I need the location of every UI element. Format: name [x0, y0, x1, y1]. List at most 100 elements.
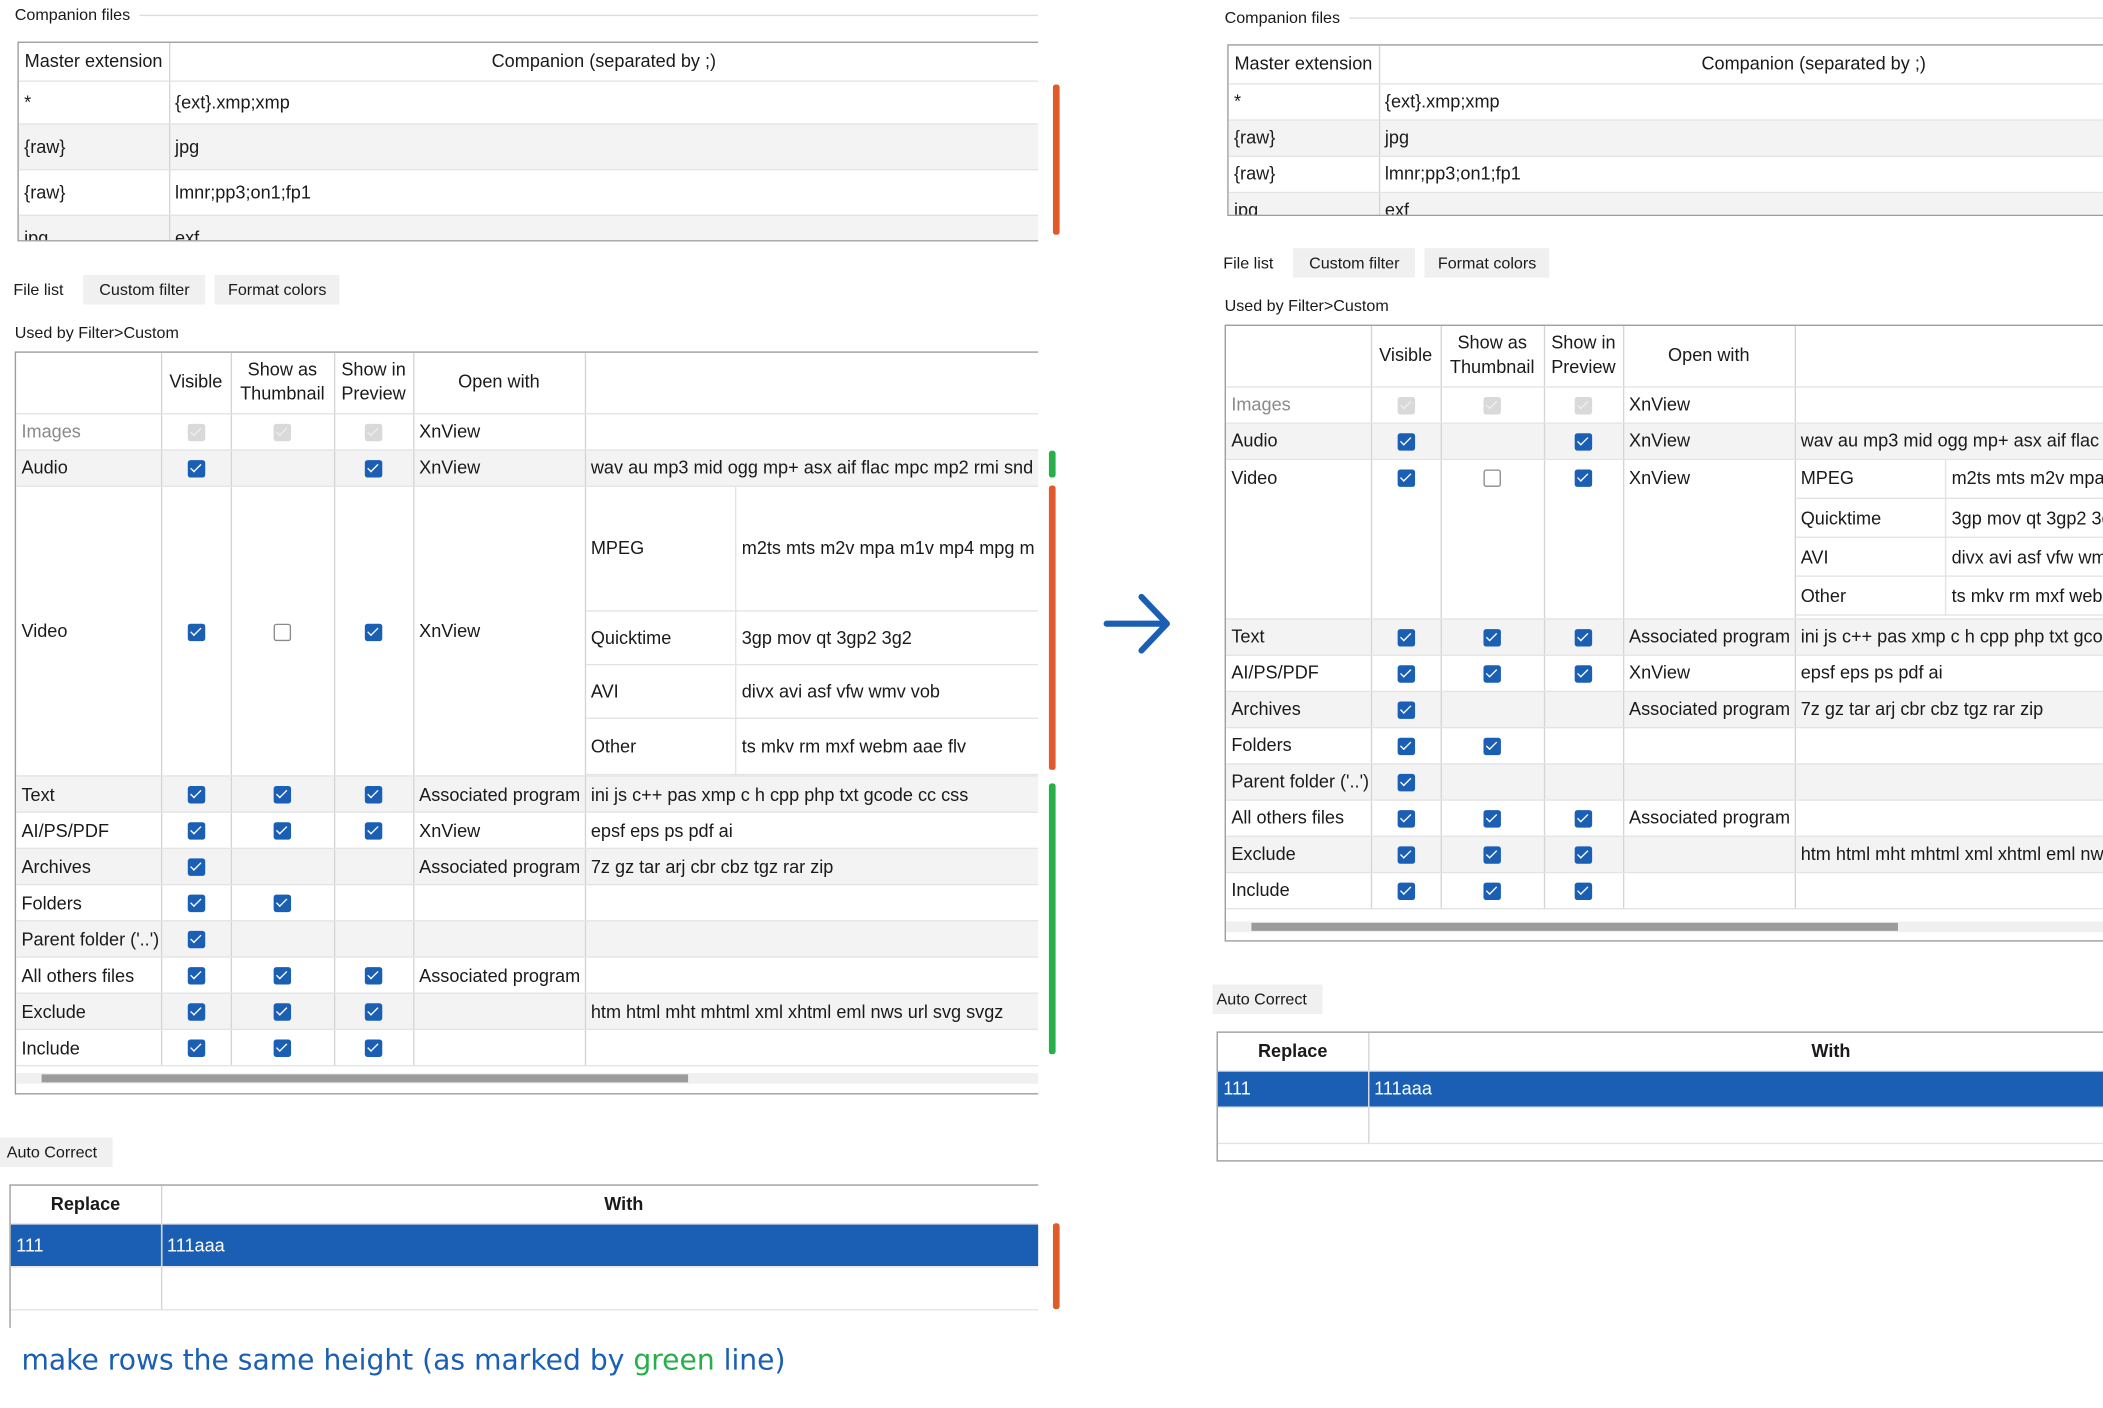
checkbox[interactable]: [364, 459, 383, 478]
cell[interactable]: jpg: [1378, 119, 2103, 157]
checkbox[interactable]: [187, 822, 205, 841]
tab-custom-filter[interactable]: Custom filter: [1293, 248, 1416, 278]
checkbox[interactable]: [364, 786, 383, 805]
checkbox[interactable]: [364, 1003, 383, 1022]
row-audio[interactable]: Audio: [1225, 422, 1372, 460]
header-extensions[interactable]: [1794, 325, 2103, 387]
header-thumbnail[interactable]: Show as Thumbnail: [1440, 325, 1545, 387]
row-parent-folder[interactable]: Parent folder ('..'): [1225, 763, 1372, 801]
row-video[interactable]: Video: [1225, 458, 1372, 620]
checkbox[interactable]: [273, 1040, 292, 1058]
cell[interactable]: [1217, 1106, 1369, 1144]
checkbox[interactable]: [187, 895, 205, 913]
cell[interactable]: 3gp mov qt 3gp2 3g2: [1945, 498, 2103, 538]
cell[interactable]: epsf eps ps pdf ai: [584, 812, 1039, 850]
row-folders[interactable]: Folders: [1225, 726, 1372, 764]
cell[interactable]: *: [18, 80, 170, 125]
cell[interactable]: 111aaa: [1368, 1070, 2103, 1108]
cell[interactable]: 7z gz tar arj cbr cbz tgz rar zip: [1794, 690, 2103, 728]
checkbox[interactable]: [1396, 628, 1415, 647]
checkbox[interactable]: [1396, 882, 1415, 900]
cell[interactable]: MPEG: [1795, 459, 1947, 499]
checkbox[interactable]: [1574, 433, 1593, 451]
row-archives[interactable]: Archives: [16, 848, 162, 886]
cell[interactable]: {ext}.xmp;xmp: [169, 80, 1039, 125]
checkbox[interactable]: [273, 623, 292, 641]
cell[interactable]: Associated program: [413, 957, 586, 994]
header-replace[interactable]: Replace: [10, 1185, 162, 1224]
header-visible[interactable]: Visible: [1370, 325, 1442, 387]
checkbox[interactable]: [187, 623, 205, 641]
checkbox[interactable]: [273, 1003, 292, 1022]
header-preview[interactable]: Show in Preview: [333, 352, 414, 414]
cell[interactable]: Associated program: [413, 848, 586, 886]
cell[interactable]: wav au mp3 mid ogg mp+ asx aif flac mpc …: [584, 449, 1039, 487]
header-visible[interactable]: Visible: [160, 352, 232, 414]
tab-format-colors[interactable]: Format colors: [214, 274, 340, 305]
cell[interactable]: [1368, 1106, 2103, 1144]
checkbox[interactable]: [187, 1003, 205, 1022]
tab-custom-filter[interactable]: Custom filter: [83, 274, 206, 305]
header-companion[interactable]: Companion (separated by ;): [169, 42, 1039, 82]
header-name[interactable]: [16, 352, 162, 414]
cell[interactable]: jpg: [169, 123, 1039, 170]
cell[interactable]: XnView: [1622, 422, 1796, 460]
row-images[interactable]: Images: [1225, 386, 1372, 424]
row-include[interactable]: Include: [16, 1029, 162, 1067]
cell[interactable]: ts mkv rm mxf webm aae flv: [735, 718, 1039, 775]
cell[interactable]: 111: [1217, 1070, 1369, 1108]
checkbox[interactable]: [187, 786, 205, 805]
checkbox[interactable]: [273, 822, 292, 841]
cell[interactable]: [10, 1266, 162, 1310]
cell[interactable]: m2ts mts m2v mpa m1v mp4 mpg m: [1945, 459, 2103, 499]
cell[interactable]: 111: [10, 1223, 162, 1267]
cell[interactable]: ts mkv rm mxf webm aae flv: [1945, 576, 2103, 616]
checkbox[interactable]: [1396, 433, 1415, 451]
checkbox[interactable]: [1574, 810, 1593, 828]
cell[interactable]: XnView: [413, 485, 586, 777]
checkbox[interactable]: [273, 967, 292, 986]
cell[interactable]: 111aaa: [160, 1223, 1039, 1267]
header-preview[interactable]: Show in Preview: [1543, 325, 1624, 387]
checkbox[interactable]: [1483, 846, 1501, 864]
row-exclude[interactable]: Exclude: [1225, 835, 1372, 873]
cell[interactable]: [584, 413, 1039, 451]
cell[interactable]: lmnr;pp3;on1;fp1: [1378, 155, 2103, 193]
checkbox[interactable]: [364, 1040, 383, 1058]
checkbox[interactable]: [1396, 470, 1415, 488]
checkbox[interactable]: [1396, 846, 1415, 864]
cell[interactable]: XnView: [413, 413, 586, 451]
checkbox[interactable]: [273, 786, 292, 805]
checkbox[interactable]: [1574, 628, 1593, 647]
cell[interactable]: AVI: [585, 664, 737, 719]
checkbox[interactable]: [187, 1040, 205, 1058]
cell[interactable]: wav au mp3 mid ogg mp+ asx aif flac mpc …: [1794, 422, 2103, 460]
cell[interactable]: Associated program: [1622, 690, 1796, 728]
row-audio[interactable]: Audio: [16, 449, 162, 487]
scrollbar-thumb[interactable]: [41, 1074, 689, 1083]
checkbox[interactable]: [1574, 665, 1593, 683]
row-ai-ps-pdf[interactable]: AI/PS/PDF: [16, 812, 162, 850]
checkbox[interactable]: [1396, 701, 1415, 719]
checkbox[interactable]: [1574, 846, 1593, 864]
cell[interactable]: jpg: [1228, 191, 1380, 215]
cell[interactable]: Associated program: [413, 775, 586, 813]
cell[interactable]: XnView: [1622, 386, 1796, 424]
checkbox[interactable]: [1396, 665, 1415, 683]
cell[interactable]: {raw}: [18, 123, 170, 170]
header-replace[interactable]: Replace: [1217, 1032, 1369, 1072]
cell[interactable]: Associated program: [1622, 618, 1796, 656]
header-master-ext[interactable]: Master extension: [18, 42, 170, 82]
tab-auto-correct[interactable]: Auto Correct: [1212, 984, 1324, 1015]
horizontal-scrollbar[interactable]: [16, 1073, 1039, 1084]
checkbox[interactable]: [364, 967, 383, 986]
cell[interactable]: AVI: [1795, 537, 1947, 577]
row-folders[interactable]: Folders: [16, 884, 162, 922]
header-open-with[interactable]: Open with: [413, 352, 586, 414]
checkbox[interactable]: [273, 895, 292, 913]
row-parent-folder[interactable]: Parent folder ('..'): [16, 920, 162, 958]
row-include[interactable]: Include: [1225, 871, 1372, 909]
cell[interactable]: *: [1228, 83, 1380, 121]
header-companion[interactable]: Companion (separated by ;): [1378, 45, 2103, 84]
row-video[interactable]: Video: [16, 485, 162, 777]
